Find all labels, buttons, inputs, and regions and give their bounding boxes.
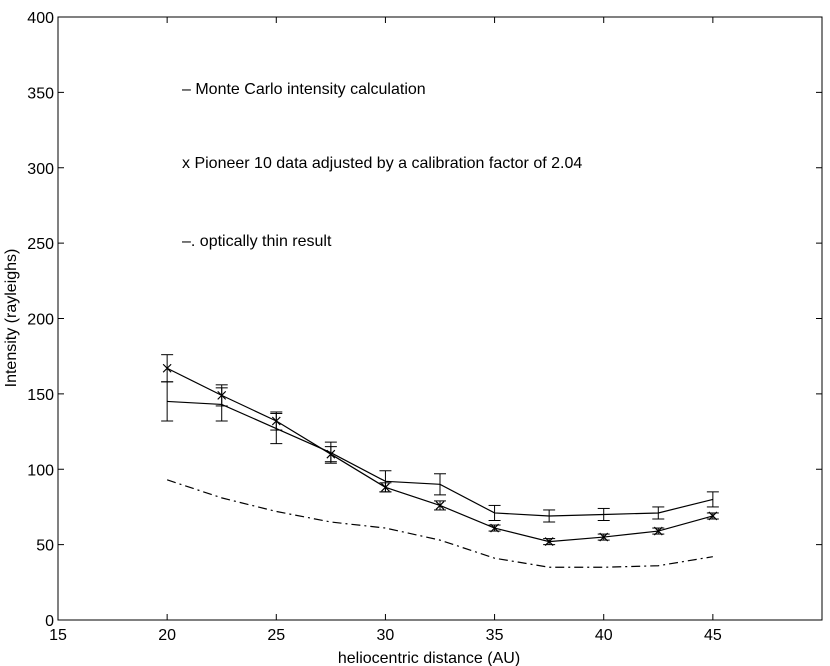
- data-point-x-marker: [381, 482, 390, 492]
- y-tick-label: 0: [45, 613, 54, 630]
- y-axis-label: Intensity (rayleighs): [3, 249, 20, 388]
- y-tick-label: 150: [27, 387, 54, 404]
- data-point-x-marker: [490, 523, 499, 533]
- x-axis-label: heliocentric distance (AU): [338, 650, 520, 666]
- y-tick-label: 200: [27, 312, 54, 329]
- x-tick-label: 35: [486, 627, 504, 644]
- x-tick-label: 20: [158, 627, 176, 644]
- legend-entry-optically-thin: –. optically thin result: [182, 233, 332, 250]
- data-point-x-marker: [708, 511, 718, 521]
- series-pioneer-10-data-adjusted-by-a-calibration-factor-of-2-04: [161, 354, 719, 547]
- plot-area-border: [57, 16, 823, 621]
- x-axis: 15 20 25 30 35 40 45: [49, 17, 722, 644]
- x-tick-label: 40: [595, 627, 613, 644]
- data-point-x-marker: [435, 501, 445, 510]
- x-tick-label: 15: [49, 627, 67, 644]
- series-optically-thin-result: [166, 479, 713, 568]
- series-line: [167, 400, 714, 517]
- y-tick-label: 100: [27, 462, 54, 479]
- y-tick-label: 300: [27, 161, 54, 178]
- data-point-x-marker: [326, 449, 336, 459]
- data-point-x-marker: [162, 363, 172, 373]
- plot-frame: [57, 16, 823, 621]
- data-point-x-marker: [217, 390, 227, 400]
- y-tick-label: 50: [36, 538, 54, 555]
- y-tick-label: 250: [27, 236, 54, 253]
- data-point-x-marker: [653, 526, 663, 536]
- series-layer: [161, 354, 719, 568]
- legend-entry-pioneer-10: x Pioneer 10 data adjusted by a calibrat…: [182, 155, 582, 172]
- x-tick-label: 45: [704, 627, 722, 644]
- data-point-x-marker: [271, 416, 281, 426]
- series-line: [166, 367, 714, 543]
- legend: – Monte Carlo intensity calculation x Pi…: [182, 81, 582, 250]
- y-tick-label: 400: [27, 10, 54, 27]
- data-point-x-marker: [599, 532, 609, 542]
- y-tick-label: 350: [27, 85, 54, 102]
- series-line: [166, 479, 713, 568]
- data-point-x-marker: [544, 537, 554, 547]
- y-axis: 0 50 100 150 200 250 300 350 400: [27, 10, 822, 630]
- legend-entry-monte-carlo: – Monte Carlo intensity calculation: [182, 81, 426, 98]
- x-tick-label: 25: [267, 627, 285, 644]
- x-tick-label: 30: [377, 627, 395, 644]
